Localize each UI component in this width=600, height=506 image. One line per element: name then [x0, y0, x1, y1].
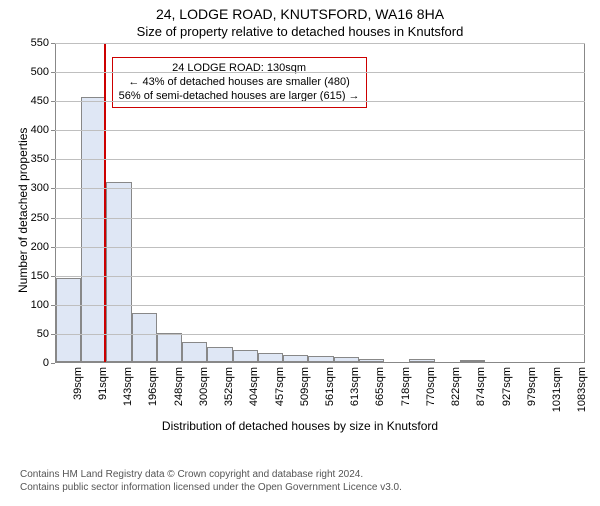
- y-tick-label: 400: [19, 124, 49, 136]
- y-tick-mark: [51, 276, 55, 277]
- y-tick-mark: [51, 363, 55, 364]
- histogram-bar: [308, 356, 333, 362]
- y-tick-label: 100: [19, 299, 49, 311]
- y-tick-mark: [51, 101, 55, 102]
- footer-line-2: Contains public sector information licen…: [20, 481, 402, 494]
- x-tick-label: 770sqm: [425, 367, 437, 406]
- x-tick-label: 196sqm: [147, 367, 159, 406]
- y-tick-mark: [51, 218, 55, 219]
- gridline: [55, 72, 585, 73]
- x-tick-label: 39sqm: [72, 367, 84, 400]
- x-tick-label: 457sqm: [274, 367, 286, 406]
- x-tick-label: 143sqm: [122, 367, 134, 406]
- annotation-line: ← 43% of detached houses are smaller (48…: [119, 75, 360, 89]
- histogram-bar: [334, 357, 359, 362]
- histogram-bar: [258, 353, 283, 362]
- y-axis-label: Number of detached properties: [16, 127, 30, 292]
- histogram-bar: [56, 278, 81, 362]
- y-tick-mark: [51, 247, 55, 248]
- y-tick-label: 300: [19, 182, 49, 194]
- footer-line-1: Contains HM Land Registry data © Crown c…: [20, 468, 402, 481]
- footer-attribution: Contains HM Land Registry data © Crown c…: [20, 468, 402, 494]
- gridline: [55, 247, 585, 248]
- page-subtitle: Size of property relative to detached ho…: [0, 24, 600, 39]
- y-tick-label: 450: [19, 95, 49, 107]
- x-tick-label: 404sqm: [248, 367, 260, 406]
- histogram-bar: [233, 350, 258, 362]
- x-tick-label: 91sqm: [97, 367, 109, 400]
- x-tick-label: 561sqm: [324, 367, 336, 406]
- x-tick-label: 979sqm: [526, 367, 538, 406]
- y-tick-label: 500: [19, 66, 49, 78]
- gridline: [55, 305, 585, 306]
- histogram-bar: [106, 182, 131, 362]
- page-title: 24, LODGE ROAD, KNUTSFORD, WA16 8HA: [0, 6, 600, 22]
- property-marker-line: [104, 44, 106, 362]
- x-tick-label: 613sqm: [349, 367, 361, 406]
- y-tick-label: 0: [19, 357, 49, 369]
- y-tick-label: 550: [19, 37, 49, 49]
- x-tick-label: 300sqm: [198, 367, 210, 406]
- annotation-box: 24 LODGE ROAD: 130sqm← 43% of detached h…: [112, 57, 367, 108]
- histogram-bar: [182, 342, 207, 362]
- x-tick-label: 927sqm: [501, 367, 513, 406]
- y-tick-label: 250: [19, 212, 49, 224]
- x-tick-label: 248sqm: [173, 367, 185, 406]
- y-tick-mark: [51, 305, 55, 306]
- y-tick-mark: [51, 334, 55, 335]
- gridline: [55, 334, 585, 335]
- y-tick-label: 50: [19, 328, 49, 340]
- x-tick-label: 509sqm: [299, 367, 311, 406]
- plot-area: 24 LODGE ROAD: 130sqm← 43% of detached h…: [55, 43, 585, 363]
- histogram-bar: [283, 355, 308, 362]
- y-tick-label: 150: [19, 270, 49, 282]
- y-tick-mark: [51, 130, 55, 131]
- x-tick-label: 352sqm: [223, 367, 235, 406]
- histogram-bar: [157, 333, 182, 362]
- gridline: [55, 130, 585, 131]
- x-tick-label: 718sqm: [400, 367, 412, 406]
- histogram-bar: [81, 97, 106, 362]
- x-tick-label: 874sqm: [475, 367, 487, 406]
- y-tick-mark: [51, 159, 55, 160]
- gridline: [55, 218, 585, 219]
- chart-container: 24 LODGE ROAD: 130sqm← 43% of detached h…: [0, 39, 600, 449]
- y-tick-mark: [51, 72, 55, 73]
- gridline: [55, 43, 585, 44]
- y-tick-label: 200: [19, 241, 49, 253]
- histogram-bar: [460, 360, 485, 362]
- x-tick-label: 665sqm: [374, 367, 386, 406]
- x-tick-label: 1083sqm: [576, 367, 588, 412]
- histogram-bar: [207, 347, 232, 362]
- y-tick-mark: [51, 43, 55, 44]
- x-tick-label: 1031sqm: [551, 367, 563, 412]
- gridline: [55, 188, 585, 189]
- gridline: [55, 159, 585, 160]
- gridline: [55, 101, 585, 102]
- x-axis-label: Distribution of detached houses by size …: [0, 419, 600, 433]
- y-tick-mark: [51, 188, 55, 189]
- histogram-bar: [132, 313, 157, 362]
- gridline: [55, 276, 585, 277]
- y-tick-label: 350: [19, 153, 49, 165]
- x-tick-label: 822sqm: [450, 367, 462, 406]
- histogram-bar: [409, 359, 434, 362]
- histogram-bar: [359, 359, 384, 362]
